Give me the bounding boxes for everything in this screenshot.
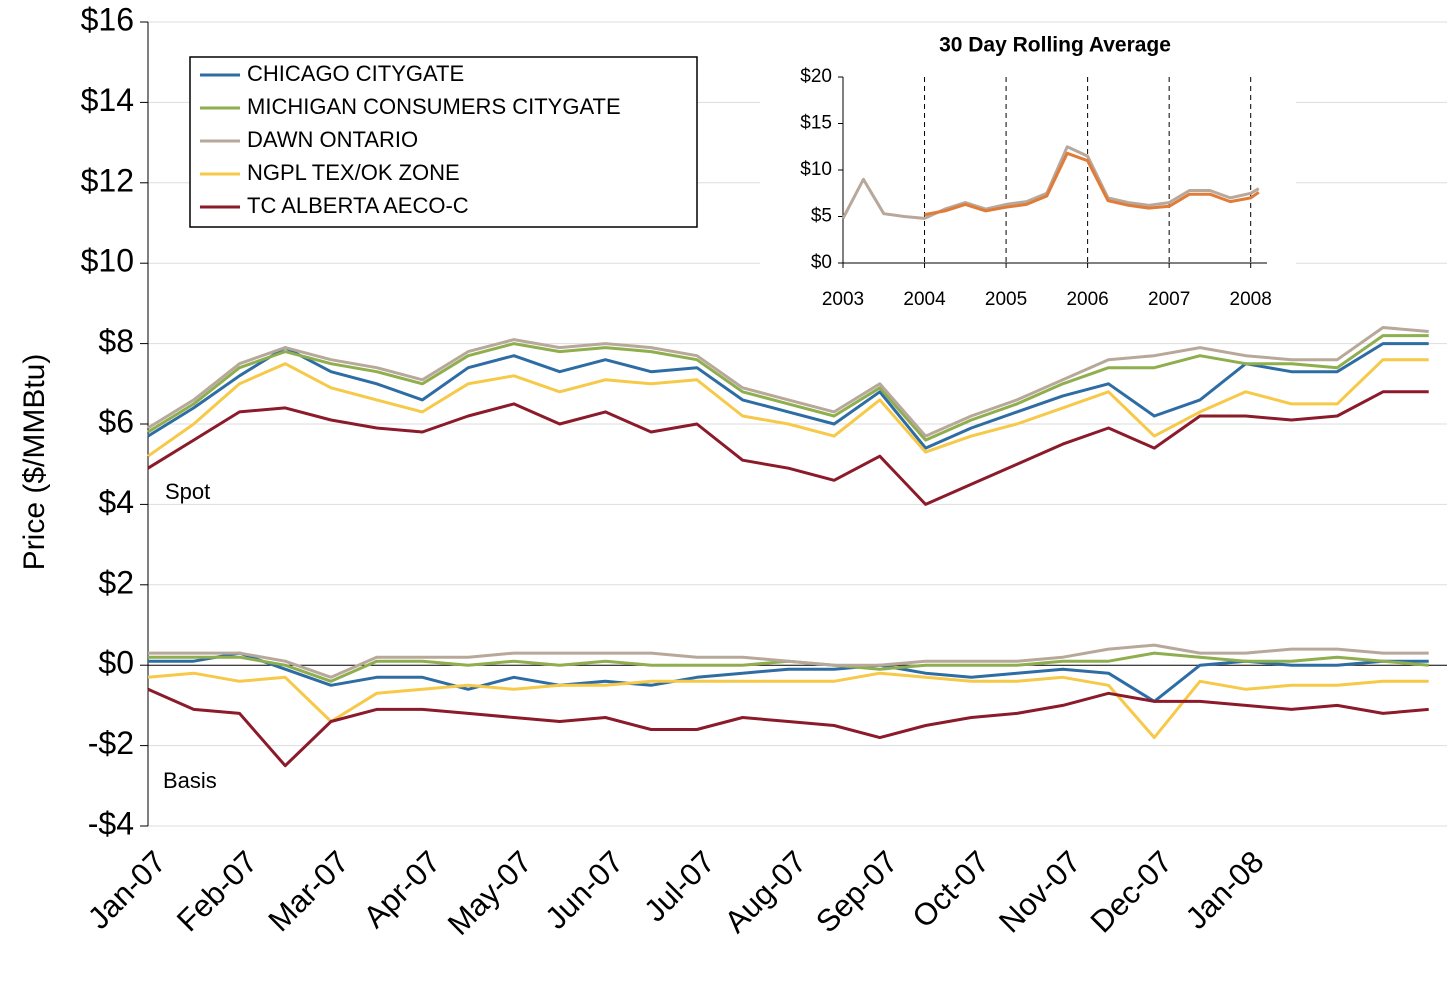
x-tick-label: 2006 — [1066, 289, 1108, 310]
x-tick-label: 2008 — [1230, 289, 1272, 310]
x-tick-label: Jun-07 — [538, 844, 630, 936]
annotation: Basis — [163, 768, 217, 793]
legend-label: MICHIGAN CONSUMERS CITYGATE — [247, 94, 621, 119]
basis-line — [147, 687, 1429, 768]
y-tick-label: $0 — [811, 252, 832, 273]
inset-title: 30 Day Rolling Average — [939, 34, 1171, 57]
x-tick-label: 2005 — [985, 289, 1027, 310]
legend-label: NGPL TEX/OK ZONE — [247, 160, 460, 185]
y-tick-label: $14 — [81, 82, 134, 118]
legend-label: TC ALBERTA AECO-C — [247, 193, 469, 218]
spot-line — [841, 145, 1260, 220]
inset-background — [760, 28, 1296, 318]
y-tick-label: $6 — [98, 403, 134, 439]
y-axis-label: Price ($/MMBtu) — [18, 354, 51, 571]
x-tick-label: 2007 — [1148, 289, 1190, 310]
y-tick-label: $8 — [98, 323, 134, 359]
y-tick-label: $12 — [81, 162, 134, 198]
legend-box — [189, 56, 698, 228]
x-tick-label: Oct-07 — [906, 844, 997, 935]
basis-line — [148, 643, 1429, 679]
x-tick-label: Jan-07 — [81, 844, 173, 936]
legend-label: CHICAGO CITYGATE — [247, 61, 464, 86]
y-tick-label: $5 — [811, 206, 832, 227]
basis-line — [147, 671, 1429, 740]
y-tick-label: $10 — [800, 159, 832, 180]
spot-line — [147, 390, 1429, 506]
spot-line — [147, 326, 1429, 438]
x-tick-label: Aug-07 — [718, 844, 813, 939]
y-tick-label: $10 — [81, 243, 134, 279]
spot-line — [147, 358, 1429, 458]
basis-line — [148, 651, 1429, 703]
x-tick-label: Mar-07 — [262, 844, 356, 938]
x-tick-label: May-07 — [441, 844, 539, 942]
legend-label: DAWN ONTARIO — [247, 127, 418, 152]
spot-line — [147, 342, 1429, 450]
spot-line — [924, 151, 1260, 217]
y-tick-label: -$2 — [88, 725, 134, 761]
x-tick-label: Jan-08 — [1179, 844, 1271, 936]
annotation: Spot — [165, 479, 210, 504]
y-tick-label: $15 — [800, 113, 832, 134]
basis-line — [148, 651, 1429, 683]
x-tick-label: Sep-07 — [809, 844, 904, 939]
x-tick-label: Dec-07 — [1084, 844, 1179, 939]
y-tick-label: $0 — [98, 645, 134, 681]
x-tick-label: Feb-07 — [170, 844, 264, 938]
y-tick-label: $4 — [98, 484, 134, 520]
x-tick-label: Nov-07 — [992, 844, 1087, 939]
x-tick-label: Jul-07 — [637, 844, 721, 928]
x-tick-label: Apr-07 — [357, 844, 448, 935]
x-tick-label: 2003 — [822, 289, 864, 310]
y-tick-label: $16 — [81, 1, 134, 37]
x-tick-label: 2004 — [903, 289, 946, 310]
y-tick-label: $20 — [800, 66, 832, 87]
spot-line — [147, 334, 1429, 442]
y-tick-label: $2 — [98, 564, 134, 600]
y-tick-label: -$4 — [88, 805, 134, 841]
